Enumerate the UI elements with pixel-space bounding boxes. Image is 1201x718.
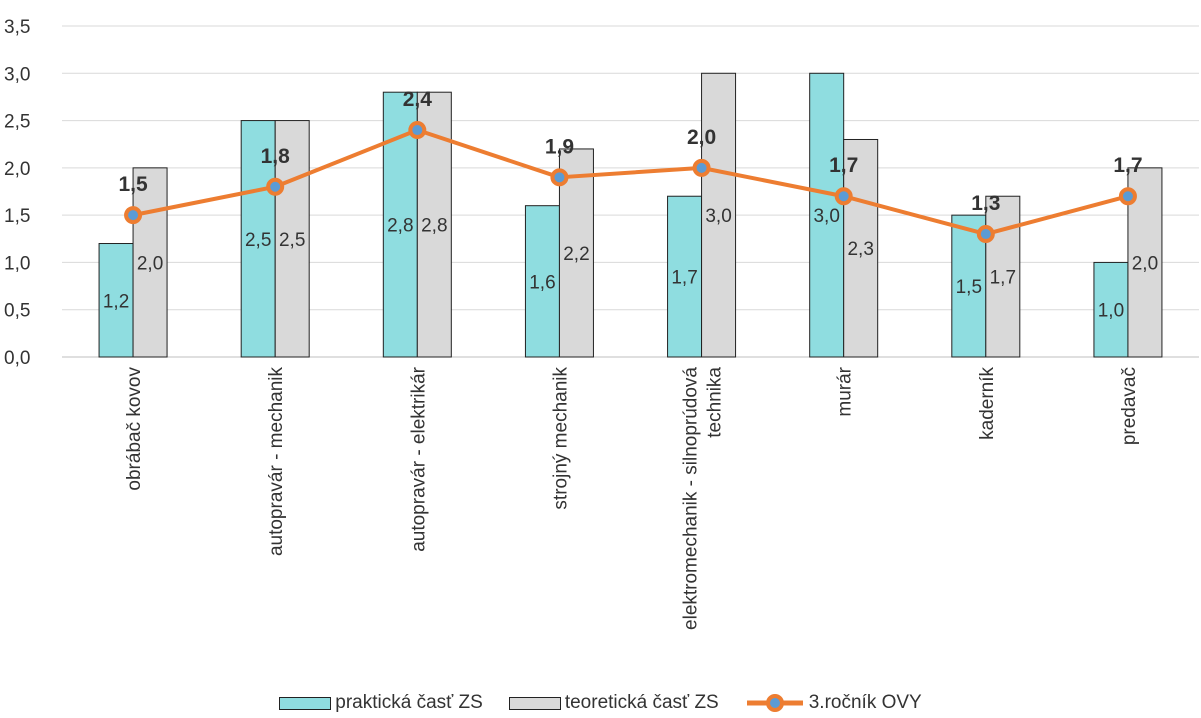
line-marker	[408, 121, 427, 140]
line-marker	[550, 168, 569, 187]
line-label: 2,0	[687, 126, 716, 149]
line-marker	[1118, 187, 1137, 206]
legend-swatch-line	[746, 694, 803, 712]
line-marker	[834, 187, 853, 206]
line-label: 1,8	[261, 145, 291, 168]
line-label: 1,7	[1113, 154, 1142, 177]
y-tick-label: 1,0	[4, 253, 30, 274]
bar-label-practical: 1,5	[956, 277, 982, 298]
bar-theoretical	[132, 167, 168, 358]
y-tick-label: 1,5	[4, 206, 30, 227]
x-tick-label: autopravár - elektrikár	[408, 366, 429, 551]
x-axis: obrábač kovov autopravár - mechanik autopr…	[124, 366, 1140, 630]
line-marker	[124, 206, 143, 225]
line-labels: 1,5 1,8 2,4 1,9 2,0 1,7 1,3 1,7	[118, 88, 1142, 215]
x-tick-label: obrábač kovov	[124, 367, 145, 491]
legend-item-line: 3.ročník OVY	[745, 692, 922, 714]
y-tick-label: 0,5	[4, 301, 30, 322]
bar-label-practical: 3,0	[813, 206, 839, 227]
bar-label-theoretical: 1,7	[990, 268, 1016, 289]
line-series	[124, 121, 1137, 244]
x-tick-label: elektromechanik - silnoprúdová	[681, 367, 702, 630]
legend-swatch-practical	[279, 696, 332, 710]
x-tick-label: kaderník	[977, 367, 998, 440]
chart-svg: 0,0 0,5 1,0 1,5 2,0 2,5 3,0 3,5 1,2 2,0 2,5 2,5 2,8…	[4, 17, 1199, 630]
bar-labels: 1,2 2,0 2,5 2,5 2,8 2,8 1,6 2,2 1,7 3,0 3,0 2,3 1,5 1…	[103, 206, 1158, 322]
bars	[98, 72, 1163, 358]
bar-theoretical	[985, 195, 1021, 358]
bar-practical	[1093, 261, 1129, 358]
line-label: 2,4	[403, 88, 433, 111]
x-tick-label: predavač	[1119, 367, 1140, 445]
legend-swatch-theoretical	[508, 696, 561, 710]
bar-label-practical: 1,2	[103, 291, 129, 312]
legend-label-practical: praktická časť ZS	[335, 692, 483, 713]
bar-label-practical: 1,0	[1098, 301, 1124, 322]
bar-practical	[98, 243, 134, 358]
y-tick-label: 0,0	[4, 348, 30, 369]
x-tick-label: strojný mechanik	[550, 367, 571, 510]
y-tick-label: 3,5	[4, 17, 30, 38]
grid-layer	[62, 25, 1199, 358]
bar-label-theoretical: 2,5	[279, 230, 305, 251]
bar-theoretical	[843, 138, 879, 358]
y-tick-label: 2,0	[4, 159, 30, 180]
line-marker	[976, 225, 995, 244]
bar-theoretical	[701, 72, 737, 358]
line-marker	[266, 177, 285, 196]
line-label: 1,7	[829, 154, 858, 177]
x-tick-label: autopravár - mechanik	[266, 367, 287, 557]
bar-label-practical: 2,5	[245, 230, 271, 251]
bar-label-theoretical: 2,0	[1132, 253, 1158, 274]
bar-label-practical: 1,6	[529, 272, 555, 293]
bar-label-practical: 1,7	[671, 268, 697, 289]
bar-practical	[809, 72, 845, 358]
bar-label-theoretical: 2,8	[421, 216, 447, 237]
bar-practical	[667, 195, 703, 358]
legend-item-theoretical: teoretická časť ZS	[508, 692, 719, 714]
line-marker	[692, 158, 711, 177]
y-tick-label: 3,0	[4, 64, 30, 85]
y-tick-label: 2,5	[4, 112, 30, 133]
bar-label-practical: 2,8	[387, 216, 413, 237]
legend-item-practical: praktická časť ZS	[279, 692, 483, 714]
bar-practical	[524, 205, 560, 358]
legend: praktická časť ZS teoretická časť ZS 3.r…	[0, 692, 1201, 714]
bar-theoretical	[274, 120, 310, 358]
bar-label-theoretical: 2,0	[137, 253, 163, 274]
bar-label-theoretical: 3,0	[705, 206, 731, 227]
line-label: 1,3	[971, 192, 1000, 215]
y-axis: 0,0 0,5 1,0 1,5 2,0 2,5 3,0 3,5	[4, 17, 30, 369]
bar-label-theoretical: 2,2	[563, 244, 589, 265]
legend-label-line: 3.ročník OVY	[808, 692, 922, 713]
legend-label-theoretical: teoretická časť ZS	[564, 692, 719, 713]
line-label: 1,5	[118, 173, 148, 196]
line-ovy	[132, 128, 1129, 237]
x-tick-label: murár	[835, 366, 856, 416]
bar-practical	[951, 214, 987, 358]
line-label: 1,9	[545, 135, 574, 158]
bar-label-theoretical: 2,3	[847, 239, 873, 260]
x-tick-label: technika	[705, 367, 726, 438]
